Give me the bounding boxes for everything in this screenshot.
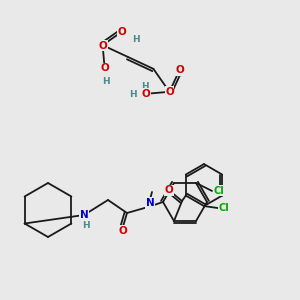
Text: Cl: Cl [219, 203, 230, 213]
Text: O: O [165, 87, 174, 97]
Text: H: H [133, 35, 140, 44]
Text: Cl: Cl [214, 186, 224, 196]
Text: H: H [102, 77, 110, 86]
Text: H: H [129, 91, 136, 100]
Text: N: N [80, 210, 88, 220]
Text: H: H [82, 220, 90, 230]
Text: O: O [165, 185, 173, 195]
Text: N: N [146, 198, 154, 208]
Text: O: O [175, 65, 184, 75]
Text: H: H [141, 82, 149, 91]
Text: O: O [141, 89, 150, 99]
Text: O: O [98, 41, 107, 51]
Text: O: O [118, 26, 127, 37]
Text: O: O [100, 63, 109, 74]
Text: O: O [118, 226, 127, 236]
